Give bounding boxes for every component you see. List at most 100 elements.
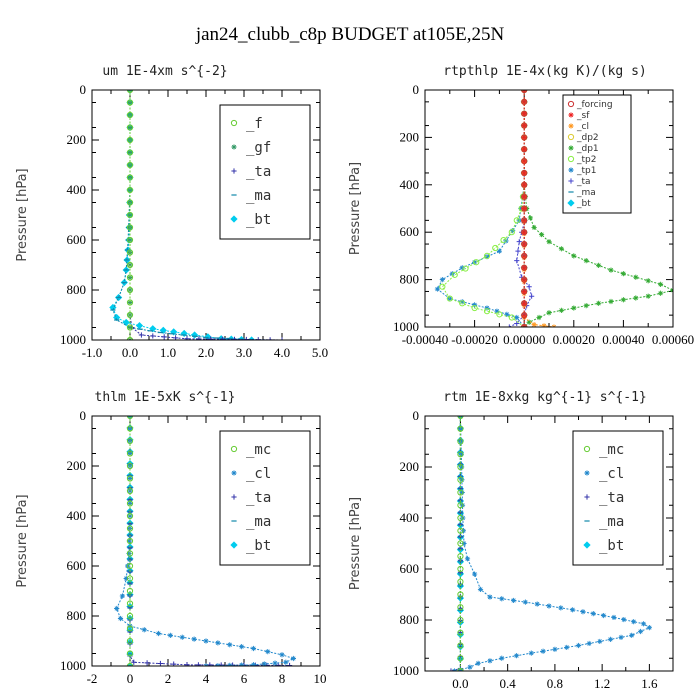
data-point bbox=[459, 502, 466, 508]
data-point bbox=[208, 336, 214, 340]
data-point bbox=[126, 437, 134, 445]
data-point bbox=[141, 627, 147, 633]
data-point bbox=[446, 295, 453, 302]
data-point bbox=[640, 621, 647, 627]
legend-marker bbox=[230, 119, 238, 127]
data-point bbox=[149, 325, 157, 333]
legend-label: _ma bbox=[246, 514, 271, 530]
data-point bbox=[536, 314, 542, 321]
data-point bbox=[195, 662, 201, 666]
data-point bbox=[458, 426, 464, 432]
series-markers-mc bbox=[126, 416, 134, 666]
legend-label: _mc bbox=[599, 442, 624, 458]
legend-marker bbox=[583, 445, 591, 453]
data-point bbox=[250, 645, 257, 652]
series-line-cl bbox=[454, 416, 651, 671]
data-point bbox=[126, 324, 134, 331]
data-point bbox=[461, 540, 467, 547]
y-tick-label: 200 bbox=[400, 129, 420, 144]
data-point bbox=[499, 596, 505, 602]
y-tick-label: 200 bbox=[67, 132, 87, 147]
data-point bbox=[138, 332, 144, 338]
data-point bbox=[126, 500, 134, 507]
data-point bbox=[117, 615, 124, 622]
data-point bbox=[459, 477, 465, 483]
data-point bbox=[459, 299, 465, 305]
data-point bbox=[457, 540, 464, 547]
data-point bbox=[521, 264, 528, 271]
legend-label: _cl bbox=[246, 466, 271, 482]
data-point bbox=[457, 502, 464, 509]
series-line-ma bbox=[112, 90, 264, 340]
data-point bbox=[514, 258, 520, 264]
y-tick-label: 1000 bbox=[60, 658, 86, 673]
x-tick-label: 0.00020 bbox=[553, 332, 595, 347]
legend: _forcing_sf_cl_dp2_dp1_tp2_tp1_ta_ma_bt bbox=[562, 94, 632, 214]
data-point bbox=[126, 186, 134, 194]
data-point bbox=[620, 297, 626, 303]
data-point bbox=[434, 286, 440, 292]
data-point bbox=[621, 616, 627, 623]
data-point bbox=[583, 258, 589, 264]
data-point bbox=[546, 603, 552, 609]
data-point bbox=[150, 333, 156, 339]
x-tick-label: 2.0 bbox=[198, 345, 214, 360]
data-point bbox=[458, 451, 464, 457]
data-point bbox=[513, 653, 520, 659]
data-point bbox=[521, 158, 528, 165]
x-tick-label: 0.0 bbox=[122, 345, 138, 360]
data-point bbox=[597, 638, 603, 645]
data-point bbox=[521, 146, 528, 153]
panel-title: um 1E-4xm s^{-2} bbox=[102, 64, 227, 79]
data-point bbox=[126, 600, 134, 607]
data-point bbox=[180, 329, 188, 338]
y-axis-label: Pressure [hPa] bbox=[348, 162, 363, 255]
legend-marker bbox=[230, 541, 238, 549]
data-point bbox=[126, 587, 134, 595]
data-point bbox=[477, 586, 484, 592]
legend-label: _mc bbox=[246, 442, 271, 458]
data-point bbox=[261, 661, 267, 666]
data-point bbox=[457, 578, 464, 585]
data-point bbox=[457, 565, 464, 573]
data-point bbox=[521, 205, 528, 212]
legend-marker bbox=[568, 178, 574, 184]
data-point bbox=[451, 271, 458, 278]
data-point bbox=[658, 281, 664, 287]
data-point bbox=[203, 638, 209, 644]
data-point bbox=[457, 642, 464, 649]
data-point bbox=[126, 199, 134, 206]
y-tick-label: 1000 bbox=[393, 319, 419, 334]
data-point bbox=[607, 636, 614, 642]
data-point bbox=[126, 286, 134, 294]
plot-area bbox=[448, 416, 652, 671]
y-tick-label: 1000 bbox=[393, 663, 419, 678]
x-tick-label: 1.0 bbox=[160, 345, 176, 360]
data-point bbox=[513, 217, 520, 224]
legend-marker bbox=[583, 541, 591, 549]
data-point bbox=[126, 261, 134, 269]
data-point bbox=[521, 205, 527, 212]
series-markers-cl bbox=[451, 416, 652, 671]
data-point bbox=[601, 612, 607, 619]
data-point bbox=[126, 224, 134, 231]
data-point bbox=[126, 487, 134, 495]
legend-label: _bt bbox=[246, 212, 271, 228]
data-point bbox=[127, 475, 133, 482]
data-point bbox=[499, 655, 505, 661]
legend-label: _ma bbox=[246, 188, 271, 204]
data-point bbox=[131, 659, 137, 665]
data-point bbox=[484, 305, 490, 311]
legend: _mc _cl _ta _ma _bt bbox=[219, 430, 311, 566]
x-tick-label: 0.4 bbox=[500, 676, 517, 691]
y-tick-label: 800 bbox=[400, 272, 420, 287]
data-point bbox=[472, 259, 478, 265]
series-markers-mc bbox=[457, 416, 464, 671]
series-line-tp2 bbox=[441, 90, 525, 327]
legend-marker bbox=[568, 167, 574, 173]
data-point bbox=[521, 229, 527, 235]
data-point bbox=[571, 253, 577, 259]
data-point bbox=[658, 290, 664, 296]
data-point bbox=[521, 240, 528, 248]
